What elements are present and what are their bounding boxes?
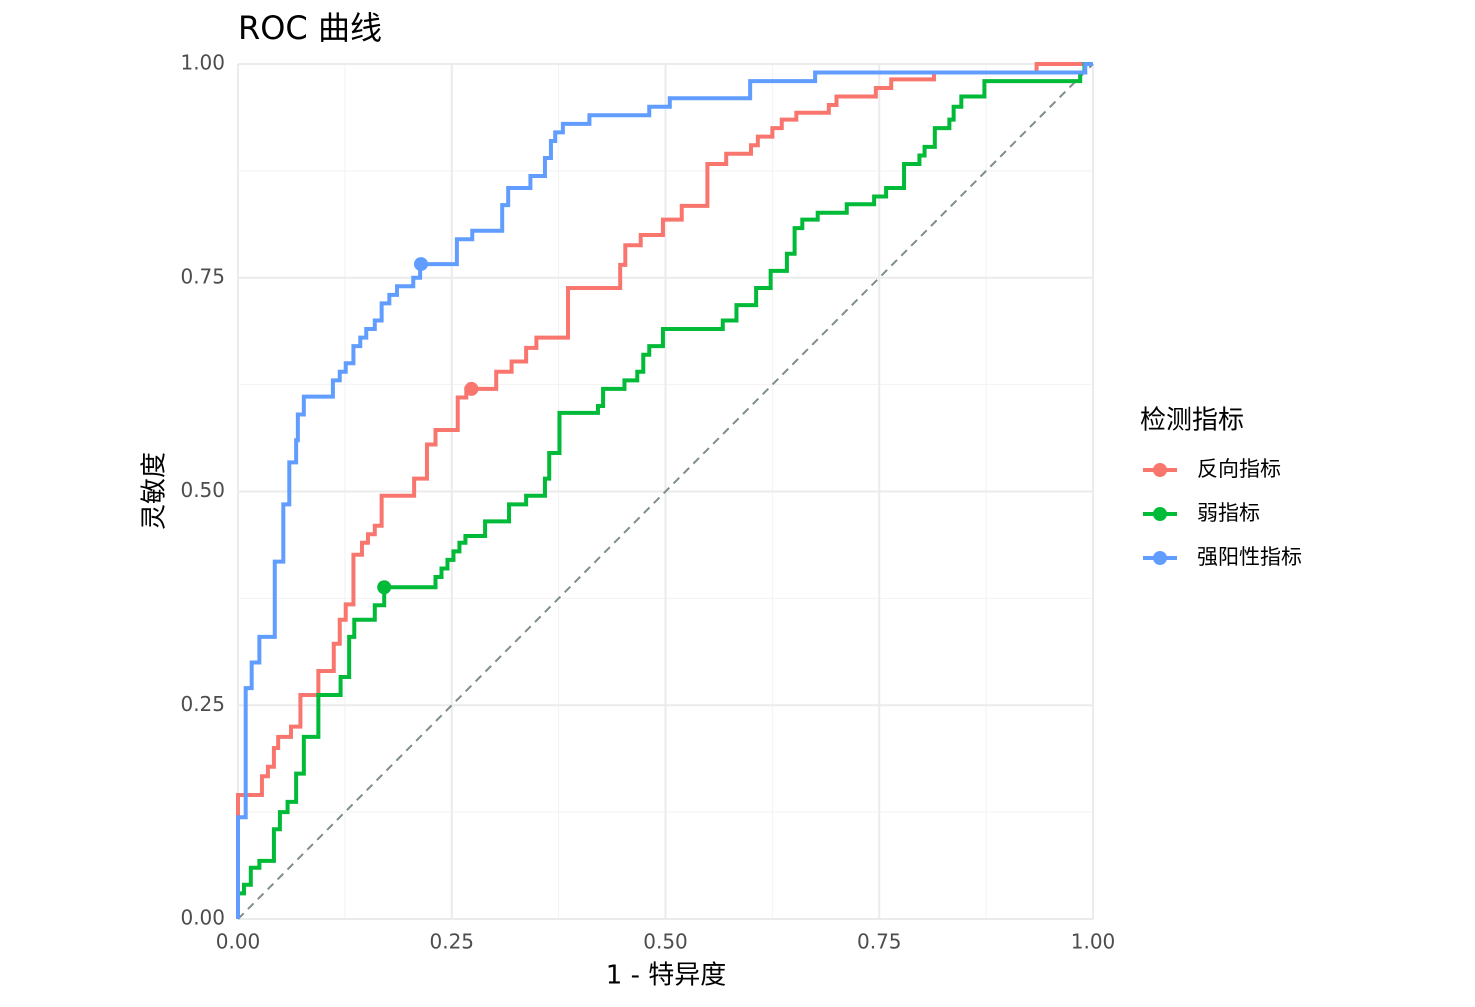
y-tick-label: 0.25	[180, 692, 225, 716]
optimal-point	[413, 257, 428, 272]
legend-label: 强阳性指标	[1197, 545, 1302, 569]
plot-area	[236, 62, 1094, 920]
optimal-point	[377, 580, 392, 595]
legend-dot	[1153, 463, 1167, 477]
y-tick-label: 1.00	[180, 51, 225, 75]
x-axis-title: 1 - 特异度	[606, 961, 726, 991]
optimal-point	[464, 381, 479, 396]
x-tick-label: 0.25	[429, 930, 474, 954]
y-axis-title: 灵敏度	[140, 452, 170, 530]
roc-curve	[236, 62, 1093, 919]
y-tick-label: 0.00	[180, 906, 225, 930]
legend-label: 弱指标	[1197, 501, 1260, 525]
reference-line	[237, 63, 1094, 920]
x-tick-label: 1.00	[1071, 930, 1116, 954]
y-tick-label: 0.75	[180, 264, 225, 288]
x-tick-label: 0.75	[857, 930, 902, 954]
grid	[237, 63, 1094, 920]
y-tick-label: 0.50	[180, 478, 225, 502]
legend-title: 检测指标	[1140, 406, 1244, 436]
legend-label: 反向指标	[1197, 457, 1281, 481]
roc-curve	[236, 62, 1093, 919]
roc-curve	[236, 62, 1093, 919]
chart-title: ROC 曲线	[238, 9, 382, 47]
legend-dot	[1153, 507, 1167, 521]
x-tick-label: 0.50	[643, 930, 688, 954]
x-tick-label: 0.00	[216, 930, 261, 954]
legend-dot	[1153, 551, 1167, 565]
